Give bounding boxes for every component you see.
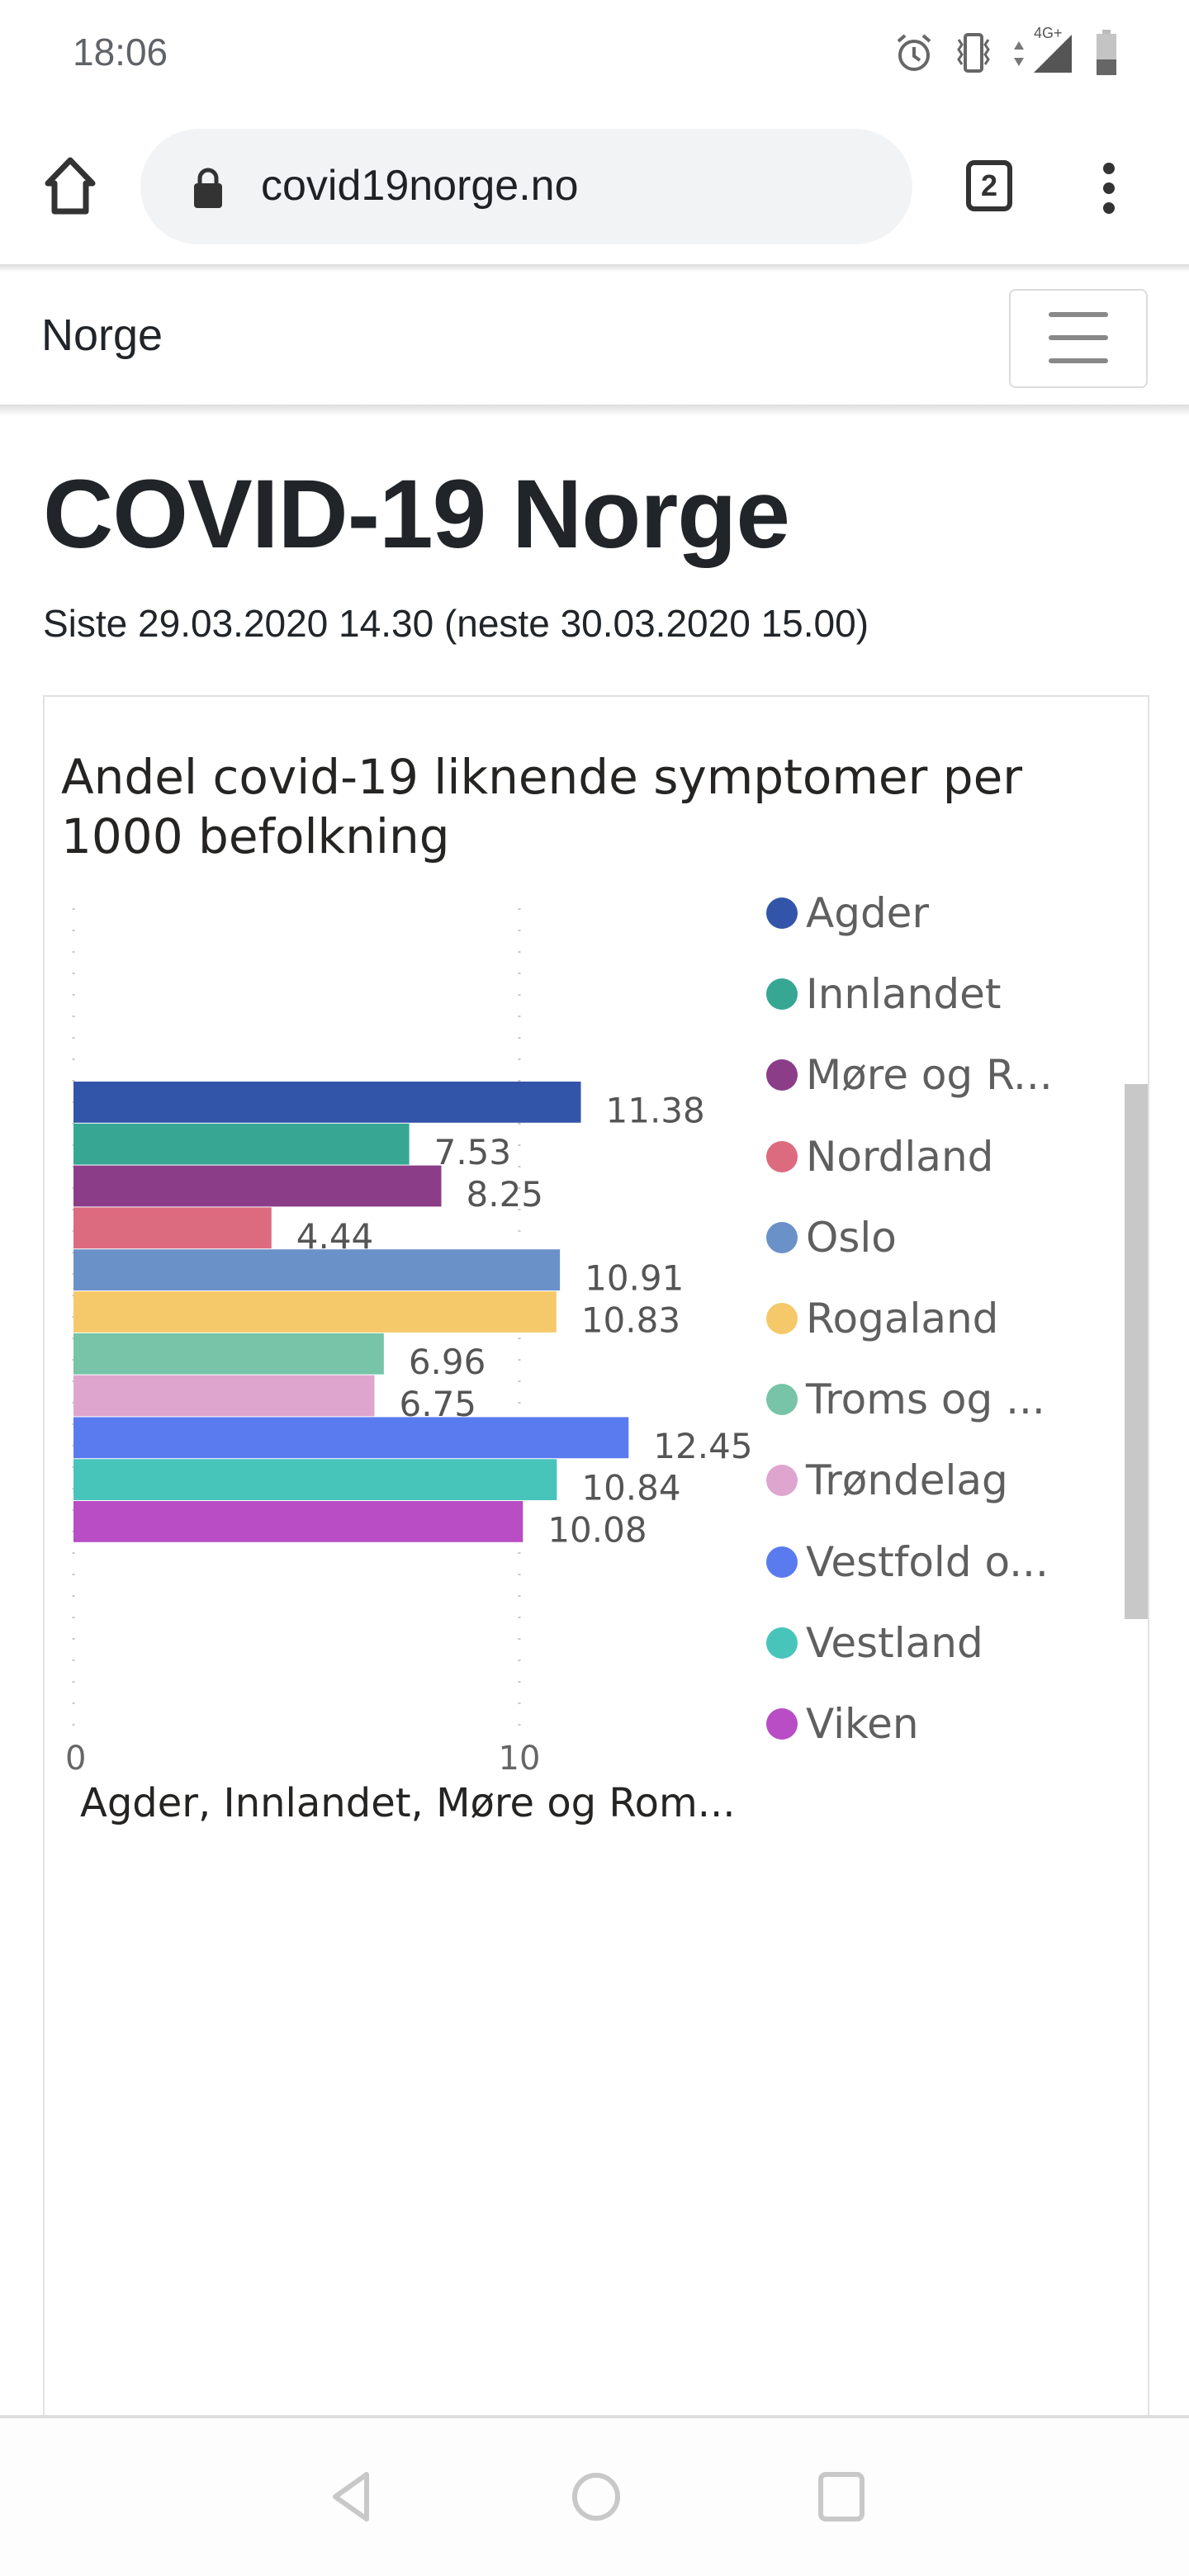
data-label: 7.53	[434, 1132, 512, 1172]
data-label: 10.84	[581, 1468, 680, 1508]
legend-dot-icon	[766, 1059, 798, 1091]
alarm-icon	[897, 34, 931, 71]
bar-nordland[interactable]	[73, 1207, 272, 1249]
legend-item[interactable]: Trøndelag	[766, 1456, 1008, 1505]
update-timestamp: Siste 29.03.2020 14.30 (neste 30.03.2020…	[43, 602, 869, 645]
legend-dot-icon	[766, 1627, 798, 1659]
legend-item[interactable]: Vestland	[766, 1618, 983, 1668]
home-circle-icon[interactable]	[571, 2471, 621, 2522]
signal-icon	[1034, 35, 1072, 73]
navbar-toggle-button[interactable]	[1009, 289, 1148, 388]
data-arrows-icon	[1014, 41, 1024, 66]
x-tick-label: 0	[65, 1740, 86, 1778]
bar-innlandet[interactable]	[73, 1123, 410, 1165]
tabs-button[interactable]: 2	[966, 160, 1012, 211]
legend-item[interactable]: Møre og R...	[766, 1050, 1053, 1100]
url-text[interactable]: covid19norge.no	[261, 162, 579, 210]
legend-label: Vestland	[806, 1618, 983, 1667]
legend-dot-icon	[766, 1384, 798, 1416]
battery-icon	[1097, 30, 1116, 75]
hamburger-icon-bar	[1049, 312, 1108, 317]
bar-m-re-og-romsdal[interactable]	[73, 1165, 442, 1207]
x-tick-label: 10	[499, 1740, 541, 1778]
vibrate-icon	[957, 33, 990, 73]
back-icon[interactable]	[329, 2471, 375, 2522]
legend-dot-icon	[766, 1303, 798, 1334]
legend-dot-icon	[766, 1546, 798, 1578]
legend-dot-icon	[766, 897, 798, 929]
chart-title: Andel covid-19 liknende symptomer per 10…	[61, 749, 1023, 864]
legend-label: Vestfold o...	[806, 1537, 1049, 1586]
address-bar[interactable]	[140, 129, 912, 244]
legend-item[interactable]: Innlandet	[766, 969, 1001, 1019]
more-vert-icon[interactable]	[1098, 161, 1120, 215]
legend-label: Troms og ...	[806, 1376, 1045, 1424]
lock-icon	[194, 168, 222, 208]
navbar-brand[interactable]: Norge	[41, 310, 163, 360]
bar-agder[interactable]	[73, 1082, 581, 1123]
data-label: 10.08	[547, 1509, 647, 1550]
data-label: 11.38	[606, 1090, 705, 1130]
legend-item[interactable]: Viken	[766, 1699, 919, 1749]
legend-item[interactable]: Oslo	[766, 1213, 897, 1262]
legend-label: Møre og R...	[806, 1051, 1053, 1100]
bar-rogaland[interactable]	[73, 1291, 557, 1333]
legend-dot-icon	[766, 1140, 798, 1172]
legend-item[interactable]: Nordland	[766, 1132, 993, 1181]
hamburger-icon-bar	[1049, 335, 1108, 340]
legend-label: Oslo	[806, 1213, 897, 1262]
home-icon[interactable]	[43, 157, 97, 216]
legend-item[interactable]: Rogaland	[766, 1294, 998, 1343]
legend-dot-icon	[766, 1465, 798, 1497]
data-label: 10.83	[581, 1300, 680, 1340]
bar-troms-og-finnmark[interactable]	[73, 1333, 384, 1375]
data-label: 6.96	[409, 1342, 486, 1382]
legend-item[interactable]: Vestfold o...	[766, 1537, 1049, 1587]
legend-label: Viken	[806, 1700, 919, 1748]
legend-dot-icon	[766, 978, 798, 1011]
bar-chart: 0 1011.387.538.254.4410.9110.836.966.7512…	[65, 908, 753, 1826]
page-title: COVID-19 Norge	[43, 460, 790, 569]
legend-label: Rogaland	[806, 1295, 999, 1342]
navbar-divider	[0, 405, 1189, 416]
toolbar-divider	[0, 264, 1189, 272]
data-label: 10.91	[585, 1258, 684, 1299]
legend-label: Nordland	[806, 1132, 994, 1181]
bar-oslo[interactable]	[73, 1249, 561, 1290]
tab-count: 2	[980, 168, 998, 202]
legend-label: Innlandet	[806, 970, 1002, 1019]
status-time: 18:06	[73, 31, 168, 73]
system-nav-divider	[0, 2415, 1189, 2418]
bar-vestfold-og-telemark[interactable]	[73, 1417, 629, 1459]
system-nav-bar	[0, 2418, 1189, 2576]
bar-vestland[interactable]	[73, 1459, 557, 1500]
hamburger-icon-bar	[1049, 358, 1108, 363]
x-axis-title: Agder, Innlandet, Møre og Rom...	[80, 1780, 736, 1826]
legend-dot-icon	[766, 1221, 798, 1253]
network-type-label: 4G+	[1034, 25, 1063, 41]
legend-label: Trøndelag	[806, 1456, 1008, 1505]
data-label: 8.25	[467, 1174, 544, 1215]
legend-label: Agder	[806, 889, 929, 937]
legend-item[interactable]: Agder	[766, 888, 929, 938]
legend-scrollbar[interactable]	[1125, 1084, 1148, 1619]
legend-item[interactable]: Troms og ...	[766, 1375, 1045, 1424]
recents-icon[interactable]	[817, 2471, 865, 2522]
bar-viken[interactable]	[73, 1501, 523, 1542]
legend-dot-icon	[766, 1708, 798, 1740]
data-label: 12.45	[653, 1426, 752, 1466]
bar-tr-ndelag[interactable]	[73, 1375, 375, 1417]
